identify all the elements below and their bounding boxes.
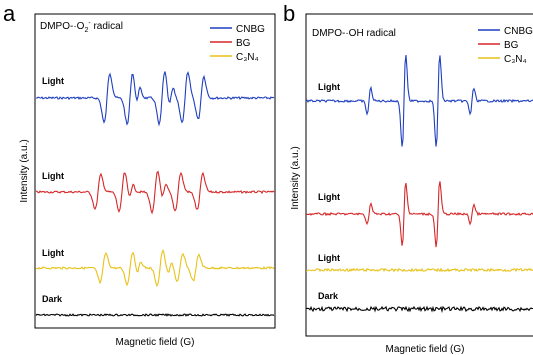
trace-tag-CNBG: Light bbox=[42, 76, 64, 86]
panel-letter-b: b bbox=[283, 1, 295, 26]
spectrum-line-CNBG bbox=[35, 70, 275, 127]
trace-tag-dark: Dark bbox=[318, 291, 339, 301]
trace-tag-dark: Dark bbox=[42, 294, 63, 304]
legend-label: C₃N₄ bbox=[504, 54, 527, 65]
legend-label: C₃N₄ bbox=[236, 52, 259, 63]
spectrum-line-BG bbox=[35, 170, 275, 215]
trace-tag-CN: Light bbox=[318, 253, 340, 263]
panel-b-xlabel: Magnetic field (G) bbox=[386, 344, 465, 355]
panel-a-title: DMPO-·O2- radical bbox=[40, 20, 123, 34]
spectrum-line-CNBG bbox=[305, 55, 533, 147]
trace-tag-BG: Light bbox=[318, 192, 340, 202]
panel-b-tags: Light Light Light Dark bbox=[318, 82, 340, 301]
panel-b-ylabel: Intensity (a.u.) bbox=[290, 146, 301, 209]
panel-a-ylabel: Intensity (a.u.) bbox=[19, 139, 30, 202]
panel-a-frame bbox=[34, 13, 276, 329]
panel-b-title: DMPO-·OH radical bbox=[312, 28, 396, 39]
panel-a-traces bbox=[35, 70, 275, 317]
spectrum-line-dark bbox=[305, 305, 533, 314]
spectrum-line-BG bbox=[305, 181, 533, 248]
trace-tag-CNBG: Light bbox=[318, 82, 340, 92]
panel-b-traces bbox=[305, 55, 533, 314]
legend-label: BG bbox=[236, 38, 251, 49]
panel-b-legend: CNBG BG C₃N₄ bbox=[478, 26, 533, 65]
panel-letter-a: a bbox=[3, 1, 16, 26]
legend-label: CNBG bbox=[504, 26, 533, 37]
spectrum-line-dark bbox=[35, 313, 275, 317]
spectrum-line-CN bbox=[36, 248, 275, 288]
trace-tag-CN: Light bbox=[42, 248, 64, 258]
panel-a-tags: Light Light Light Dark bbox=[42, 76, 64, 304]
panel-a-legend: CNBG BG C₃N₄ bbox=[210, 24, 265, 63]
legend-label: CNBG bbox=[236, 24, 265, 35]
panel-b-frame bbox=[305, 13, 533, 337]
legend-label: BG bbox=[504, 40, 519, 51]
panel-a-xlabel: Magnetic field (G) bbox=[116, 337, 195, 348]
spectrum-line-CN bbox=[305, 267, 533, 273]
trace-tag-BG: Light bbox=[42, 171, 64, 181]
